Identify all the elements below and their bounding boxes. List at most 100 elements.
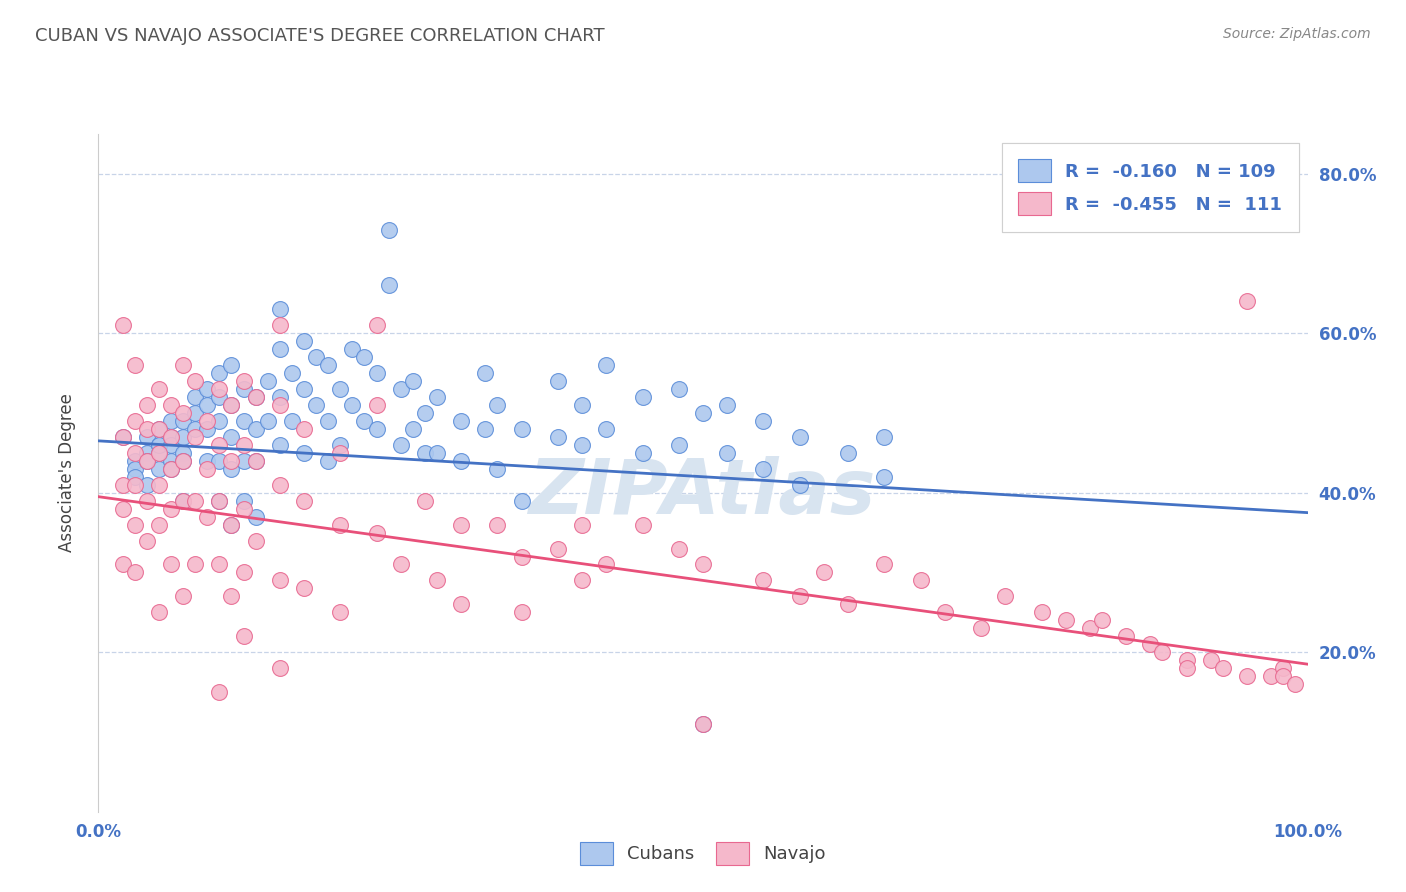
Point xyxy=(789,590,811,604)
Point xyxy=(245,533,267,548)
Point xyxy=(353,350,375,364)
Point xyxy=(148,438,170,452)
Point xyxy=(413,406,436,420)
Point xyxy=(148,462,170,476)
Point xyxy=(232,382,254,396)
Point xyxy=(910,574,932,588)
Point xyxy=(752,574,775,588)
Point xyxy=(329,605,352,619)
Point xyxy=(486,517,509,532)
Point xyxy=(366,366,388,380)
Point xyxy=(329,446,352,460)
Point xyxy=(124,477,146,491)
Point xyxy=(135,493,157,508)
Point xyxy=(135,454,157,468)
Point xyxy=(208,454,231,468)
Point xyxy=(124,414,146,428)
Point xyxy=(413,446,436,460)
Point xyxy=(172,493,194,508)
Point xyxy=(208,685,231,699)
Point xyxy=(547,541,569,556)
Point xyxy=(329,382,352,396)
Point xyxy=(245,422,267,436)
Point xyxy=(184,493,207,508)
Point xyxy=(426,574,449,588)
Point xyxy=(111,501,134,516)
Point xyxy=(474,422,496,436)
Point xyxy=(366,318,388,333)
Point xyxy=(160,414,183,428)
Point xyxy=(111,430,134,444)
Point xyxy=(148,477,170,491)
Point xyxy=(668,382,690,396)
Point xyxy=(124,454,146,468)
Point xyxy=(1260,669,1282,683)
Point xyxy=(245,454,267,468)
Point xyxy=(269,302,291,317)
Point xyxy=(377,222,399,236)
Point xyxy=(292,493,315,508)
Point xyxy=(245,509,267,524)
Point xyxy=(135,454,157,468)
Point xyxy=(208,414,231,428)
Point xyxy=(221,454,243,468)
Point xyxy=(1236,669,1258,683)
Point xyxy=(571,438,593,452)
Point xyxy=(184,406,207,420)
Point xyxy=(631,517,654,532)
Point xyxy=(994,590,1017,604)
Point xyxy=(232,566,254,580)
Point xyxy=(221,398,243,412)
Point xyxy=(970,621,993,635)
Point xyxy=(135,533,157,548)
Point xyxy=(184,374,207,388)
Point xyxy=(595,558,617,572)
Point xyxy=(292,422,315,436)
Point xyxy=(631,390,654,404)
Point xyxy=(221,430,243,444)
Point xyxy=(124,462,146,476)
Point xyxy=(1236,294,1258,309)
Point xyxy=(1272,661,1295,675)
Point xyxy=(305,398,328,412)
Point xyxy=(148,382,170,396)
Point xyxy=(148,446,170,460)
Point xyxy=(316,414,339,428)
Point xyxy=(245,390,267,404)
Point xyxy=(208,493,231,508)
Point xyxy=(195,454,218,468)
Point xyxy=(571,398,593,412)
Point xyxy=(547,374,569,388)
Point xyxy=(292,334,315,348)
Point xyxy=(124,358,146,372)
Point xyxy=(124,446,146,460)
Point xyxy=(184,422,207,436)
Point xyxy=(232,501,254,516)
Point xyxy=(837,598,859,612)
Point xyxy=(111,430,134,444)
Point xyxy=(1272,669,1295,683)
Point xyxy=(245,390,267,404)
Point xyxy=(269,661,291,675)
Point xyxy=(305,350,328,364)
Point xyxy=(450,454,472,468)
Point xyxy=(510,605,533,619)
Point xyxy=(269,390,291,404)
Point xyxy=(195,398,218,412)
Point xyxy=(232,414,254,428)
Point xyxy=(789,430,811,444)
Point xyxy=(510,549,533,564)
Point xyxy=(172,493,194,508)
Point xyxy=(269,342,291,356)
Point xyxy=(873,558,896,572)
Point xyxy=(837,446,859,460)
Point xyxy=(389,558,412,572)
Point xyxy=(402,374,425,388)
Point xyxy=(1284,677,1306,691)
Point xyxy=(208,366,231,380)
Point xyxy=(510,422,533,436)
Point xyxy=(256,414,278,428)
Point xyxy=(292,382,315,396)
Point xyxy=(316,358,339,372)
Point xyxy=(1212,661,1234,675)
